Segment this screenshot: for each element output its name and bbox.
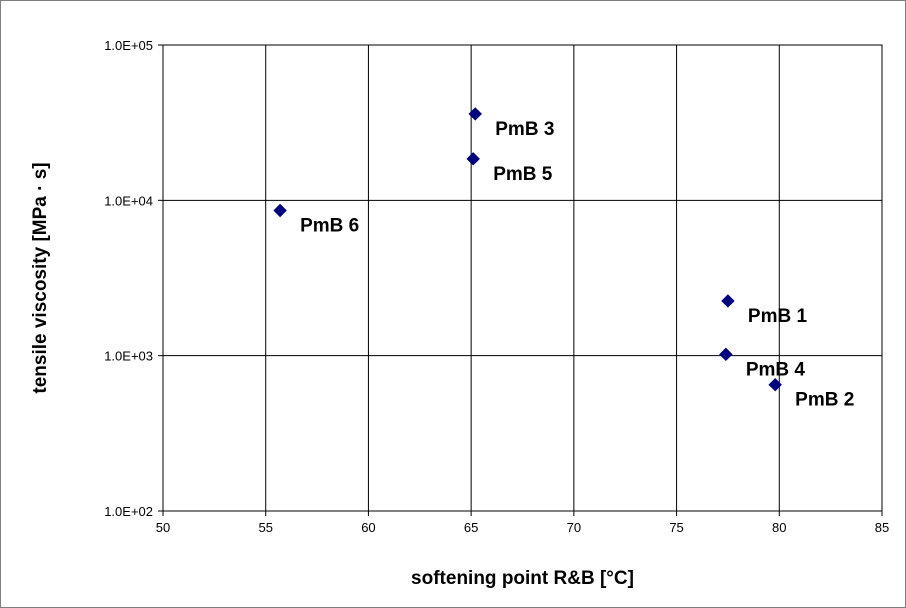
data-point-label: PmB 5 <box>493 164 553 185</box>
data-point-marker <box>768 378 782 392</box>
x-tick-label: 50 <box>156 520 170 535</box>
x-tick-label: 70 <box>567 520 581 535</box>
data-point-label: PmB 6 <box>300 216 359 237</box>
data-point-marker <box>468 107 482 121</box>
data-labels: PmB 1 PmB 2 PmB 3 PmB 4 PmB 5 PmB 6 <box>300 119 854 411</box>
data-point-label: PmB 4 <box>746 359 806 380</box>
y-tick-label: 1.0E+03 <box>104 349 153 364</box>
x-axis-title: softening point R&B [°C] <box>411 568 634 589</box>
x-tick-label: 55 <box>258 520 272 535</box>
x-tick-label: 75 <box>669 520 683 535</box>
x-tick-label: 85 <box>875 520 889 535</box>
y-axis-ticks: 1.0E+02 1.0E+03 1.0E+04 1.0E+05 <box>104 38 163 519</box>
data-point-marker <box>466 152 480 166</box>
x-tick-label: 65 <box>464 520 478 535</box>
x-tick-label: 60 <box>361 520 375 535</box>
data-point-label: PmB 3 <box>495 119 554 140</box>
data-point-marker <box>721 294 735 308</box>
plot-area <box>162 44 883 512</box>
x-axis-ticks: 50 55 60 65 70 75 80 85 <box>156 511 889 535</box>
data-point-marker <box>719 347 733 362</box>
data-markers <box>273 107 782 392</box>
grid-lines <box>163 45 882 511</box>
data-point-marker <box>273 203 287 218</box>
data-point-label: PmB 2 <box>795 390 854 411</box>
x-tick-label: 80 <box>772 520 786 535</box>
y-axis-title: tensile viscosity [MPa · s] <box>30 162 51 393</box>
data-point-label: PmB 1 <box>748 306 808 327</box>
y-tick-label: 1.0E+04 <box>104 193 153 208</box>
y-tick-label: 1.0E+02 <box>104 504 153 519</box>
y-tick-label: 1.0E+05 <box>104 38 153 53</box>
